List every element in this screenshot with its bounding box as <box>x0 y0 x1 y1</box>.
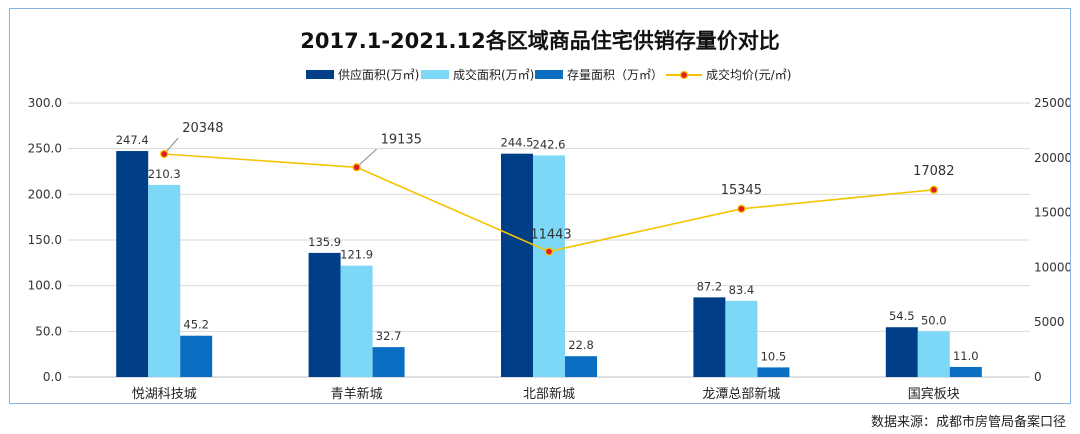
price-label-3: 15345 <box>721 183 762 198</box>
legend-label-2: 存量面积（万㎡） <box>567 68 663 82</box>
chart-svg: 2017.1-2021.12各区域商品住宅供销存量价对比 0.0 50.0 100.0… <box>28 29 1070 402</box>
price-point-1 <box>352 163 361 172</box>
bar-s1-c1 <box>340 265 373 377</box>
bar-s2-c2 <box>565 356 597 377</box>
legend-swatch-2 <box>535 70 563 79</box>
y-left-tick-2: 100.0 <box>28 279 62 293</box>
bar-label-s1-c4: 50.0 <box>921 313 947 327</box>
price-label-1: 19135 <box>381 132 422 147</box>
bar-s0-c0 <box>116 151 149 377</box>
y-left-tick-5: 250.0 <box>28 142 62 156</box>
y-left-tick-6: 300.0 <box>28 96 62 110</box>
legend-label-0: 供应面积(万㎡) <box>338 67 419 82</box>
y-left-tick-4: 200.0 <box>28 187 62 201</box>
bar-s0-c4 <box>885 327 918 377</box>
bar-s1-c4 <box>917 331 950 377</box>
bar-label-s2-c2: 22.8 <box>568 338 594 352</box>
price-label-2: 11443 <box>530 228 571 243</box>
price-label-4: 17082 <box>913 164 954 179</box>
bar-s0-c1 <box>308 252 341 377</box>
bar-label-s1-c2: 242.6 <box>533 137 566 151</box>
y-right-tick-5: 25000 <box>1034 96 1070 110</box>
bar-s1-c0 <box>148 184 181 377</box>
y-right-tick-1: 5000 <box>1034 315 1065 329</box>
bar-label-s0-c2: 244.5 <box>501 136 534 150</box>
price-point-3 <box>737 204 746 213</box>
y-left-tick-3: 150.0 <box>28 233 62 247</box>
category-label-2: 北部新城 <box>523 386 575 402</box>
source-note: 数据来源：成都市房管局备案口径 <box>870 415 1066 430</box>
bar-s2-c0 <box>180 335 213 377</box>
bar-label-s0-c1: 135.9 <box>308 235 341 249</box>
bar-s1-c3 <box>725 300 758 377</box>
bar-s2-c1 <box>372 347 405 377</box>
bar-label-s0-c4: 54.5 <box>889 309 915 323</box>
y-right-tick-0: 0 <box>1034 370 1042 384</box>
bar-label-s0-c0: 247.4 <box>116 133 149 147</box>
y-left-tick-0: 0.0 <box>43 370 62 384</box>
legend-label-3: 成交均价(元/㎡) <box>706 67 791 82</box>
category-label-0: 悦湖科技城 <box>132 387 197 402</box>
bar-label-s1-c1: 121.9 <box>340 248 373 262</box>
price-point-2 <box>544 247 554 256</box>
y-right-tick-3: 15000 <box>1034 206 1070 220</box>
legend-swatch-1 <box>421 70 449 79</box>
bar-label-s2-c4: 11.0 <box>953 349 979 363</box>
bar-s1-c2 <box>533 155 565 377</box>
bar-label-s2-c0: 45.2 <box>183 318 209 332</box>
price-point-0 <box>160 149 169 159</box>
bar-label-s1-c0: 210.3 <box>148 167 181 181</box>
legend-swatch-0 <box>306 70 334 79</box>
bar-s0-c2 <box>501 153 533 377</box>
y-right-tick-2: 10000 <box>1034 260 1070 274</box>
bar-label-s2-c1: 32.7 <box>376 329 402 343</box>
bar-label-s2-c3: 10.5 <box>761 349 787 363</box>
category-label-3: 龙潭总部新城 <box>702 386 780 402</box>
legend-label-1: 成交面积(万㎡) <box>453 67 534 82</box>
chart-title: 2017.1-2021.12各区域商品住宅供销存量价对比 <box>300 29 779 53</box>
y-right-tick-4: 20000 <box>1034 151 1070 165</box>
bar-label-s1-c3: 83.4 <box>729 283 755 297</box>
bar-s2-c3 <box>757 367 790 377</box>
y-left-tick-1: 50.0 <box>35 324 62 338</box>
price-leader-1 <box>356 148 377 168</box>
price-label-0: 20348 <box>182 121 223 136</box>
category-label-4: 国宾板块 <box>908 386 960 402</box>
category-label-1: 青羊新城 <box>331 386 383 402</box>
price-point-4 <box>929 185 938 194</box>
legend-swatch-marker-3 <box>679 70 689 80</box>
bar-s2-c4 <box>949 366 982 377</box>
chart-frame: 2017.1-2021.12各区域商品住宅供销存量价对比 0.0 50.0 100.0… <box>9 8 1071 404</box>
bar-label-s0-c3: 87.2 <box>697 279 723 293</box>
bar-s0-c3 <box>693 297 726 377</box>
